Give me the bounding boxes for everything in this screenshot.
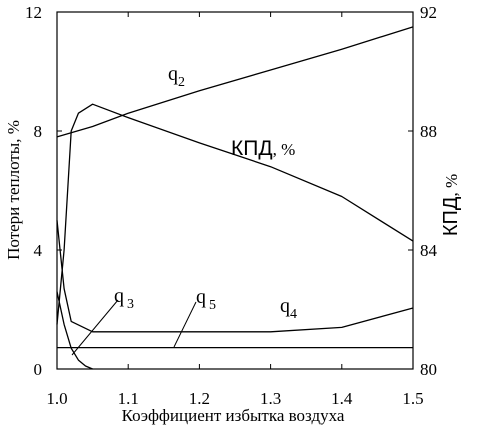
series-label-q2-sub: 2	[178, 75, 185, 90]
series-label-q3-sub: 3	[127, 297, 134, 312]
tick-labels: 1.0 1.1 1.2 1.3 1.4 1.5 0 4 8 12 80 84 88 92	[25, 3, 438, 408]
y-left-tick-label: 0	[34, 360, 43, 379]
y-right-tick-label: 80	[420, 360, 437, 379]
x-tick-label: 1.2	[189, 389, 210, 408]
series-line-q3	[56, 291, 93, 370]
series-label-q5-main: q	[196, 286, 206, 308]
series-label-kpd: КПД, %	[231, 137, 295, 160]
x-tick-label: 1.3	[260, 389, 281, 408]
series-lines	[56, 26, 414, 370]
series-label-q4-main: q	[280, 295, 290, 317]
x-axis-title: Коэффициент избытка воздуха	[122, 406, 345, 425]
y-left-tick-label: 8	[34, 122, 43, 141]
series-label-q5-sub: 5	[209, 298, 216, 313]
series-label-q2-main: q	[168, 63, 178, 85]
series-line-q2	[56, 26, 414, 138]
series-label-q3-main: q	[114, 285, 124, 307]
y-right-axis-title-main: КПД	[440, 196, 462, 236]
series-label-q4-sub: 4	[290, 307, 297, 322]
leader-lines	[71, 299, 197, 356]
leader-q5	[173, 301, 197, 348]
x-tick-label: 1.0	[46, 389, 67, 408]
tick-marks	[56, 11, 414, 370]
series-label-kpd-main: КПД	[231, 137, 273, 160]
series-label-kpd-unit: , %	[273, 140, 296, 159]
series-line-КПД	[56, 103, 414, 325]
y-right-tick-label: 92	[420, 3, 437, 22]
y-left-axis-title: Потери теплоты, %	[4, 120, 23, 260]
y-left-tick-label: 4	[34, 241, 43, 260]
x-tick-label: 1.5	[402, 389, 423, 408]
leader-q3	[71, 299, 119, 356]
series-label-q2: q2	[168, 63, 185, 90]
plot-frame	[56, 11, 414, 370]
y-right-axis-title-unit: , %	[442, 174, 461, 197]
x-tick-label: 1.1	[118, 389, 139, 408]
y-right-tick-label: 84	[420, 241, 438, 260]
y-left-tick-label: 12	[25, 3, 42, 22]
series-line-q4	[56, 220, 414, 333]
series-label-q4: q4	[280, 295, 297, 322]
x-tick-label: 1.4	[331, 389, 353, 408]
y-right-axis-title: КПД, %	[440, 174, 462, 236]
y-right-tick-label: 88	[420, 122, 437, 141]
